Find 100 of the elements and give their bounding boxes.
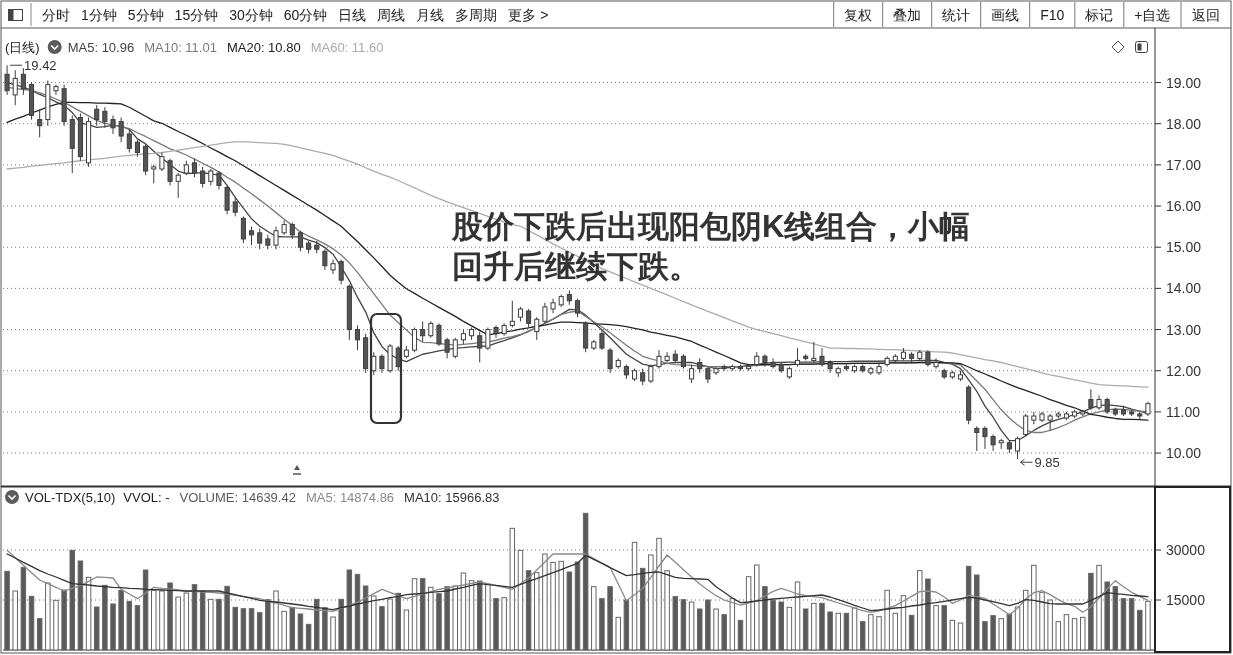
bar [957, 622, 964, 651]
text: VOLUME: 14639.42 [179, 489, 296, 505]
bar [786, 606, 793, 651]
bar [965, 565, 972, 651]
candlestick [982, 425, 988, 450]
candlestick [485, 326, 491, 351]
bar [232, 606, 238, 651]
bar [248, 608, 255, 651]
bar [281, 610, 287, 651]
bar [713, 608, 719, 651]
candlestick [933, 357, 939, 370]
text: 周线 [377, 7, 406, 23]
bar [338, 598, 344, 651]
candlestick [94, 104, 100, 127]
annotation: VVOL: - [123, 489, 170, 505]
candlestick [493, 324, 499, 339]
bar [1104, 581, 1110, 651]
bar [908, 614, 915, 651]
bar [990, 615, 996, 651]
candlestick [232, 197, 238, 217]
candlestick [534, 316, 540, 341]
candlestick [420, 320, 426, 343]
text: MA60: 11.60 [310, 39, 384, 55]
bar [134, 605, 141, 651]
candlestick [819, 347, 825, 368]
bar [1096, 564, 1102, 651]
candlestick [338, 259, 344, 285]
candlestick [167, 158, 173, 186]
bar [737, 619, 744, 651]
bar [118, 589, 124, 651]
bar [305, 623, 312, 651]
bar [379, 606, 385, 651]
candlestick [257, 228, 263, 250]
candlestick [827, 359, 833, 374]
candlestick [159, 152, 165, 172]
text: 标记 [1084, 7, 1114, 23]
bar [615, 616, 621, 651]
bar [925, 578, 931, 651]
bar [656, 537, 662, 651]
bar [542, 553, 548, 651]
candlestick [542, 302, 548, 324]
bar [297, 613, 304, 651]
y-tick-label: 19.00 [1166, 74, 1202, 91]
text: MA10: 11.01 [144, 39, 217, 55]
text: 5分钟 [127, 7, 164, 23]
bar [892, 612, 899, 651]
bar [1039, 591, 1045, 651]
bar [819, 602, 825, 651]
candlestick [436, 322, 442, 347]
text: (日线) [5, 39, 40, 55]
bar [982, 621, 988, 651]
candlestick [794, 347, 801, 368]
bar [1145, 600, 1151, 651]
bar [436, 593, 442, 651]
bar [941, 605, 947, 651]
bar [1022, 589, 1029, 651]
bar [770, 600, 776, 651]
bar [664, 570, 670, 651]
bar [811, 602, 817, 651]
bar [102, 584, 108, 651]
bar [974, 574, 980, 651]
candlestick [452, 337, 458, 359]
candlestick [249, 226, 255, 246]
bar [428, 586, 434, 651]
y-tick-label: 14.00 [1166, 280, 1202, 297]
text: MA5: 14874.86 [305, 489, 395, 505]
bar [501, 597, 507, 651]
bar [745, 576, 752, 651]
text: MA10: 15966.83 [404, 489, 500, 505]
bar [53, 599, 59, 651]
candlestick [216, 170, 222, 191]
candlestick [224, 184, 230, 215]
bar [1047, 599, 1053, 651]
bar [729, 598, 736, 651]
candlestick [689, 364, 695, 384]
text: 1分钟 [81, 7, 117, 23]
bar [142, 569, 149, 651]
bar [322, 607, 328, 651]
y-tick-label: 16.00 [1166, 198, 1202, 215]
bar [623, 599, 630, 651]
candlestick [876, 361, 882, 376]
candlestick [53, 84, 59, 96]
text: 返回 [1191, 7, 1220, 23]
bar [550, 561, 556, 651]
bar [175, 596, 181, 651]
candlestick [273, 226, 279, 250]
text: 30分钟 [229, 7, 273, 23]
bar [289, 607, 296, 651]
candlestick [354, 324, 361, 351]
candlestick [656, 349, 662, 370]
bar [126, 600, 133, 651]
text: 多周期 [455, 7, 498, 23]
bar [509, 527, 516, 651]
candlestick [322, 248, 328, 271]
text: +自选 [1134, 7, 1171, 23]
bar [1006, 613, 1013, 651]
candlestick [411, 326, 418, 353]
bar [77, 560, 84, 651]
bar [843, 612, 850, 651]
bar [754, 564, 760, 651]
